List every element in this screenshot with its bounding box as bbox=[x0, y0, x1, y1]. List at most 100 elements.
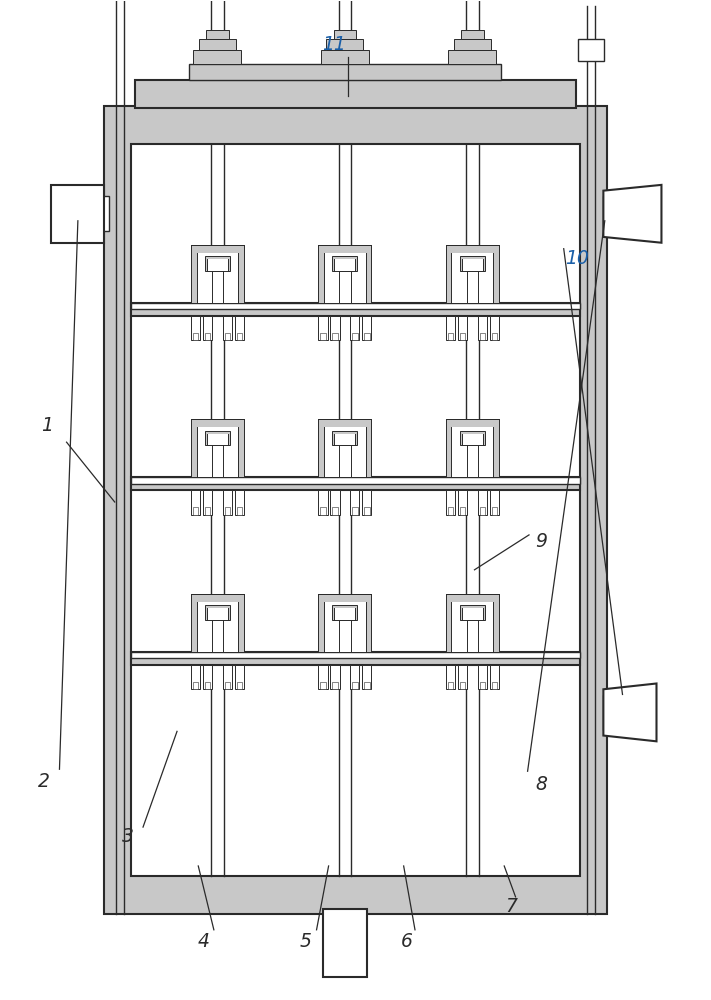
Bar bbox=[332, 256, 358, 271]
Bar bbox=[462, 608, 483, 620]
Bar bbox=[448, 507, 453, 515]
Bar bbox=[51, 185, 104, 243]
Bar bbox=[490, 665, 499, 689]
Bar bbox=[207, 434, 228, 445]
Polygon shape bbox=[604, 185, 661, 243]
Bar bbox=[205, 507, 210, 515]
Bar bbox=[352, 507, 358, 515]
Bar bbox=[225, 682, 230, 689]
Text: 4: 4 bbox=[197, 932, 209, 951]
Bar bbox=[446, 490, 455, 515]
Bar bbox=[205, 256, 230, 271]
Bar bbox=[352, 333, 358, 340]
Bar bbox=[319, 594, 371, 652]
Bar bbox=[319, 316, 328, 340]
Bar bbox=[225, 333, 230, 340]
Bar bbox=[446, 594, 499, 652]
Text: 1: 1 bbox=[41, 416, 53, 435]
Bar bbox=[191, 490, 200, 515]
Bar bbox=[604, 196, 611, 231]
Bar bbox=[454, 39, 491, 50]
Bar bbox=[331, 665, 340, 689]
Text: 11: 11 bbox=[322, 35, 346, 54]
Bar bbox=[491, 333, 497, 340]
Bar bbox=[458, 490, 467, 515]
Bar bbox=[461, 30, 483, 39]
Bar bbox=[104, 106, 607, 914]
Bar bbox=[131, 477, 580, 490]
Bar bbox=[604, 695, 611, 730]
Bar bbox=[205, 333, 210, 340]
Bar bbox=[351, 316, 359, 340]
Bar bbox=[134, 80, 577, 108]
Bar bbox=[362, 316, 371, 340]
Bar bbox=[320, 333, 326, 340]
Bar bbox=[451, 253, 493, 303]
Bar bbox=[193, 682, 198, 689]
Bar bbox=[364, 682, 370, 689]
Text: 5: 5 bbox=[300, 932, 312, 951]
Bar bbox=[320, 682, 326, 689]
Bar bbox=[205, 605, 230, 620]
Bar bbox=[458, 665, 467, 689]
Bar bbox=[191, 594, 244, 652]
Bar bbox=[193, 507, 198, 515]
Bar bbox=[352, 682, 358, 689]
Bar bbox=[446, 245, 499, 303]
Bar bbox=[460, 431, 485, 445]
Bar bbox=[331, 316, 340, 340]
Bar bbox=[205, 431, 230, 445]
Bar bbox=[448, 682, 453, 689]
Bar bbox=[131, 652, 580, 658]
Bar bbox=[223, 490, 232, 515]
Bar bbox=[191, 665, 200, 689]
Bar bbox=[446, 665, 455, 689]
Bar bbox=[466, 620, 478, 652]
Bar bbox=[237, 333, 242, 340]
Bar bbox=[131, 144, 580, 876]
Bar bbox=[460, 333, 465, 340]
Bar bbox=[191, 316, 200, 340]
Bar bbox=[203, 490, 212, 515]
Bar bbox=[448, 333, 453, 340]
Bar bbox=[206, 30, 229, 39]
Bar bbox=[196, 602, 238, 652]
Bar bbox=[131, 303, 580, 316]
Bar bbox=[203, 316, 212, 340]
Bar bbox=[332, 431, 358, 445]
Bar bbox=[332, 682, 338, 689]
Bar bbox=[191, 419, 244, 477]
Bar bbox=[235, 316, 244, 340]
Bar bbox=[324, 602, 365, 652]
Bar bbox=[223, 316, 232, 340]
Bar bbox=[326, 39, 363, 50]
Bar bbox=[479, 333, 485, 340]
Bar bbox=[332, 507, 338, 515]
Text: 2: 2 bbox=[38, 772, 50, 791]
Bar bbox=[319, 245, 371, 303]
Bar bbox=[212, 620, 223, 652]
Bar bbox=[196, 427, 238, 477]
Bar bbox=[324, 427, 365, 477]
Bar bbox=[131, 652, 580, 665]
Text: 3: 3 bbox=[122, 827, 134, 846]
Bar bbox=[326, 909, 364, 919]
Bar bbox=[578, 39, 604, 61]
Bar bbox=[362, 665, 371, 689]
Bar bbox=[331, 490, 340, 515]
Bar bbox=[334, 608, 356, 620]
Bar bbox=[225, 507, 230, 515]
Bar bbox=[460, 256, 485, 271]
Bar bbox=[451, 427, 493, 477]
Bar bbox=[212, 271, 223, 303]
Bar bbox=[321, 50, 369, 64]
Bar bbox=[364, 507, 370, 515]
Bar bbox=[237, 682, 242, 689]
Bar bbox=[319, 665, 328, 689]
Bar bbox=[333, 30, 356, 39]
Bar bbox=[351, 490, 359, 515]
Bar bbox=[462, 434, 483, 445]
Bar bbox=[100, 196, 109, 231]
Bar bbox=[339, 271, 351, 303]
Bar bbox=[364, 333, 370, 340]
